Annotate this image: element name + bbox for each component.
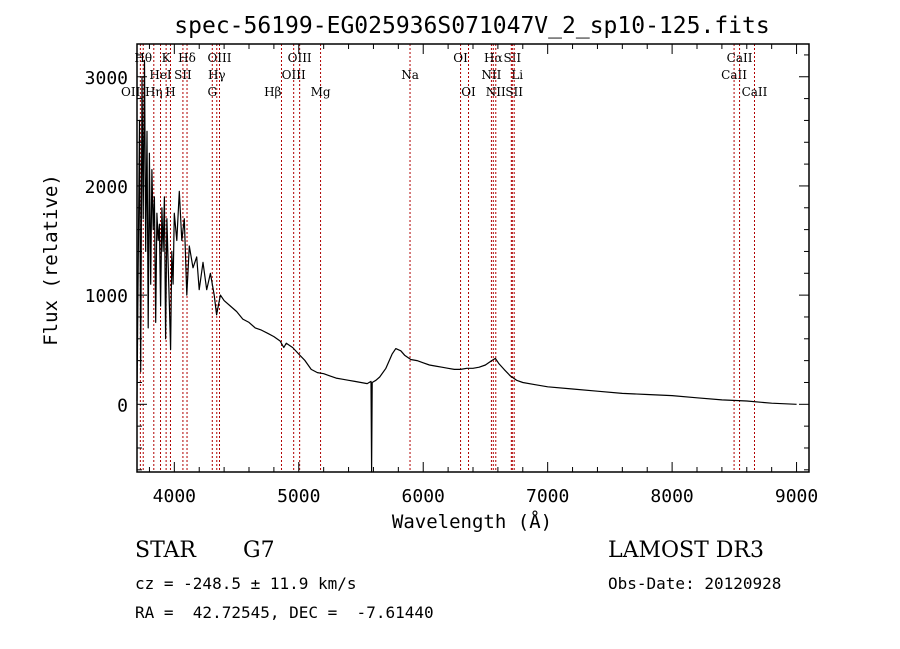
line-label-3: HeI — [149, 68, 172, 82]
flux-series — [136, 59, 797, 473]
line-label-25: CaII — [727, 51, 753, 65]
line-label-0: OII — [121, 85, 141, 99]
observation-date: Obs-Date: 20120928 — [608, 574, 782, 593]
y-tick-label-3: 3000 — [85, 68, 128, 89]
line-label-19: Hα — [484, 51, 503, 65]
line-label-13: OIII — [288, 51, 312, 65]
line-label-23: SII — [505, 85, 523, 99]
line-label-6: H — [165, 85, 175, 99]
x-tick-labels: 4000 5000 6000 7000 8000 9000 — [153, 486, 819, 507]
line-label-24: CaII — [721, 68, 747, 82]
spectrum-chart: spec-56199-EG025936S071047V_2_sp10-125.f… — [40, 13, 819, 533]
line-label-14: Mg — [311, 85, 331, 99]
line-label-5: SII — [174, 68, 192, 82]
survey-name: LAMOST DR3 — [608, 538, 764, 563]
line-label-2: Hη — [145, 85, 163, 99]
x-tick-label-5: 9000 — [775, 486, 818, 507]
coordinates: RA = 42.72545, DEC = -7.61440 — [135, 603, 434, 622]
y-tick-labels: 0 1000 2000 3000 — [85, 68, 128, 417]
object-class: STAR — [135, 538, 196, 563]
y-axis-label: Flux (relative) — [40, 174, 62, 346]
plot-frame — [136, 43, 810, 473]
line-label-8: OIII — [207, 51, 231, 65]
x-tick-label-3: 7000 — [526, 486, 569, 507]
line-label-21: Li — [511, 68, 523, 82]
x-tick-label-1: 5000 — [277, 486, 320, 507]
y-tick-label-0: 0 — [117, 395, 128, 416]
line-label-16: OI — [453, 51, 468, 65]
line-label-15: Na — [401, 68, 419, 82]
y-tick-label-2: 2000 — [85, 177, 128, 198]
line-label-11: Hβ — [264, 85, 281, 99]
line-label-26: CaII — [742, 85, 768, 99]
redshift-velocity: cz = -248.5 ± 11.9 km/s — [135, 574, 357, 593]
line-label-12: OIII — [282, 68, 306, 82]
object-subclass: G7 — [243, 538, 275, 563]
x-axis-label: Wavelength (Å) — [392, 510, 552, 533]
axis-ticks — [137, 44, 809, 472]
line-label-20: NII — [486, 85, 506, 99]
line-label-17: OI — [461, 85, 476, 99]
y-tick-label-1: 1000 — [85, 286, 128, 307]
line-label-18: NII — [481, 68, 501, 82]
line-label-9: Hγ — [208, 68, 226, 82]
series-line-0 — [136, 59, 797, 473]
x-tick-label-4: 8000 — [650, 486, 693, 507]
line-label-7: Hδ — [178, 51, 196, 65]
line-label-22: SII — [503, 51, 521, 65]
line-label-4: K — [162, 51, 172, 65]
line-label-10: G — [207, 85, 217, 99]
x-tick-label-2: 6000 — [402, 486, 445, 507]
x-tick-label-0: 4000 — [153, 486, 196, 507]
chart-title: spec-56199-EG025936S071047V_2_sp10-125.f… — [174, 13, 769, 39]
